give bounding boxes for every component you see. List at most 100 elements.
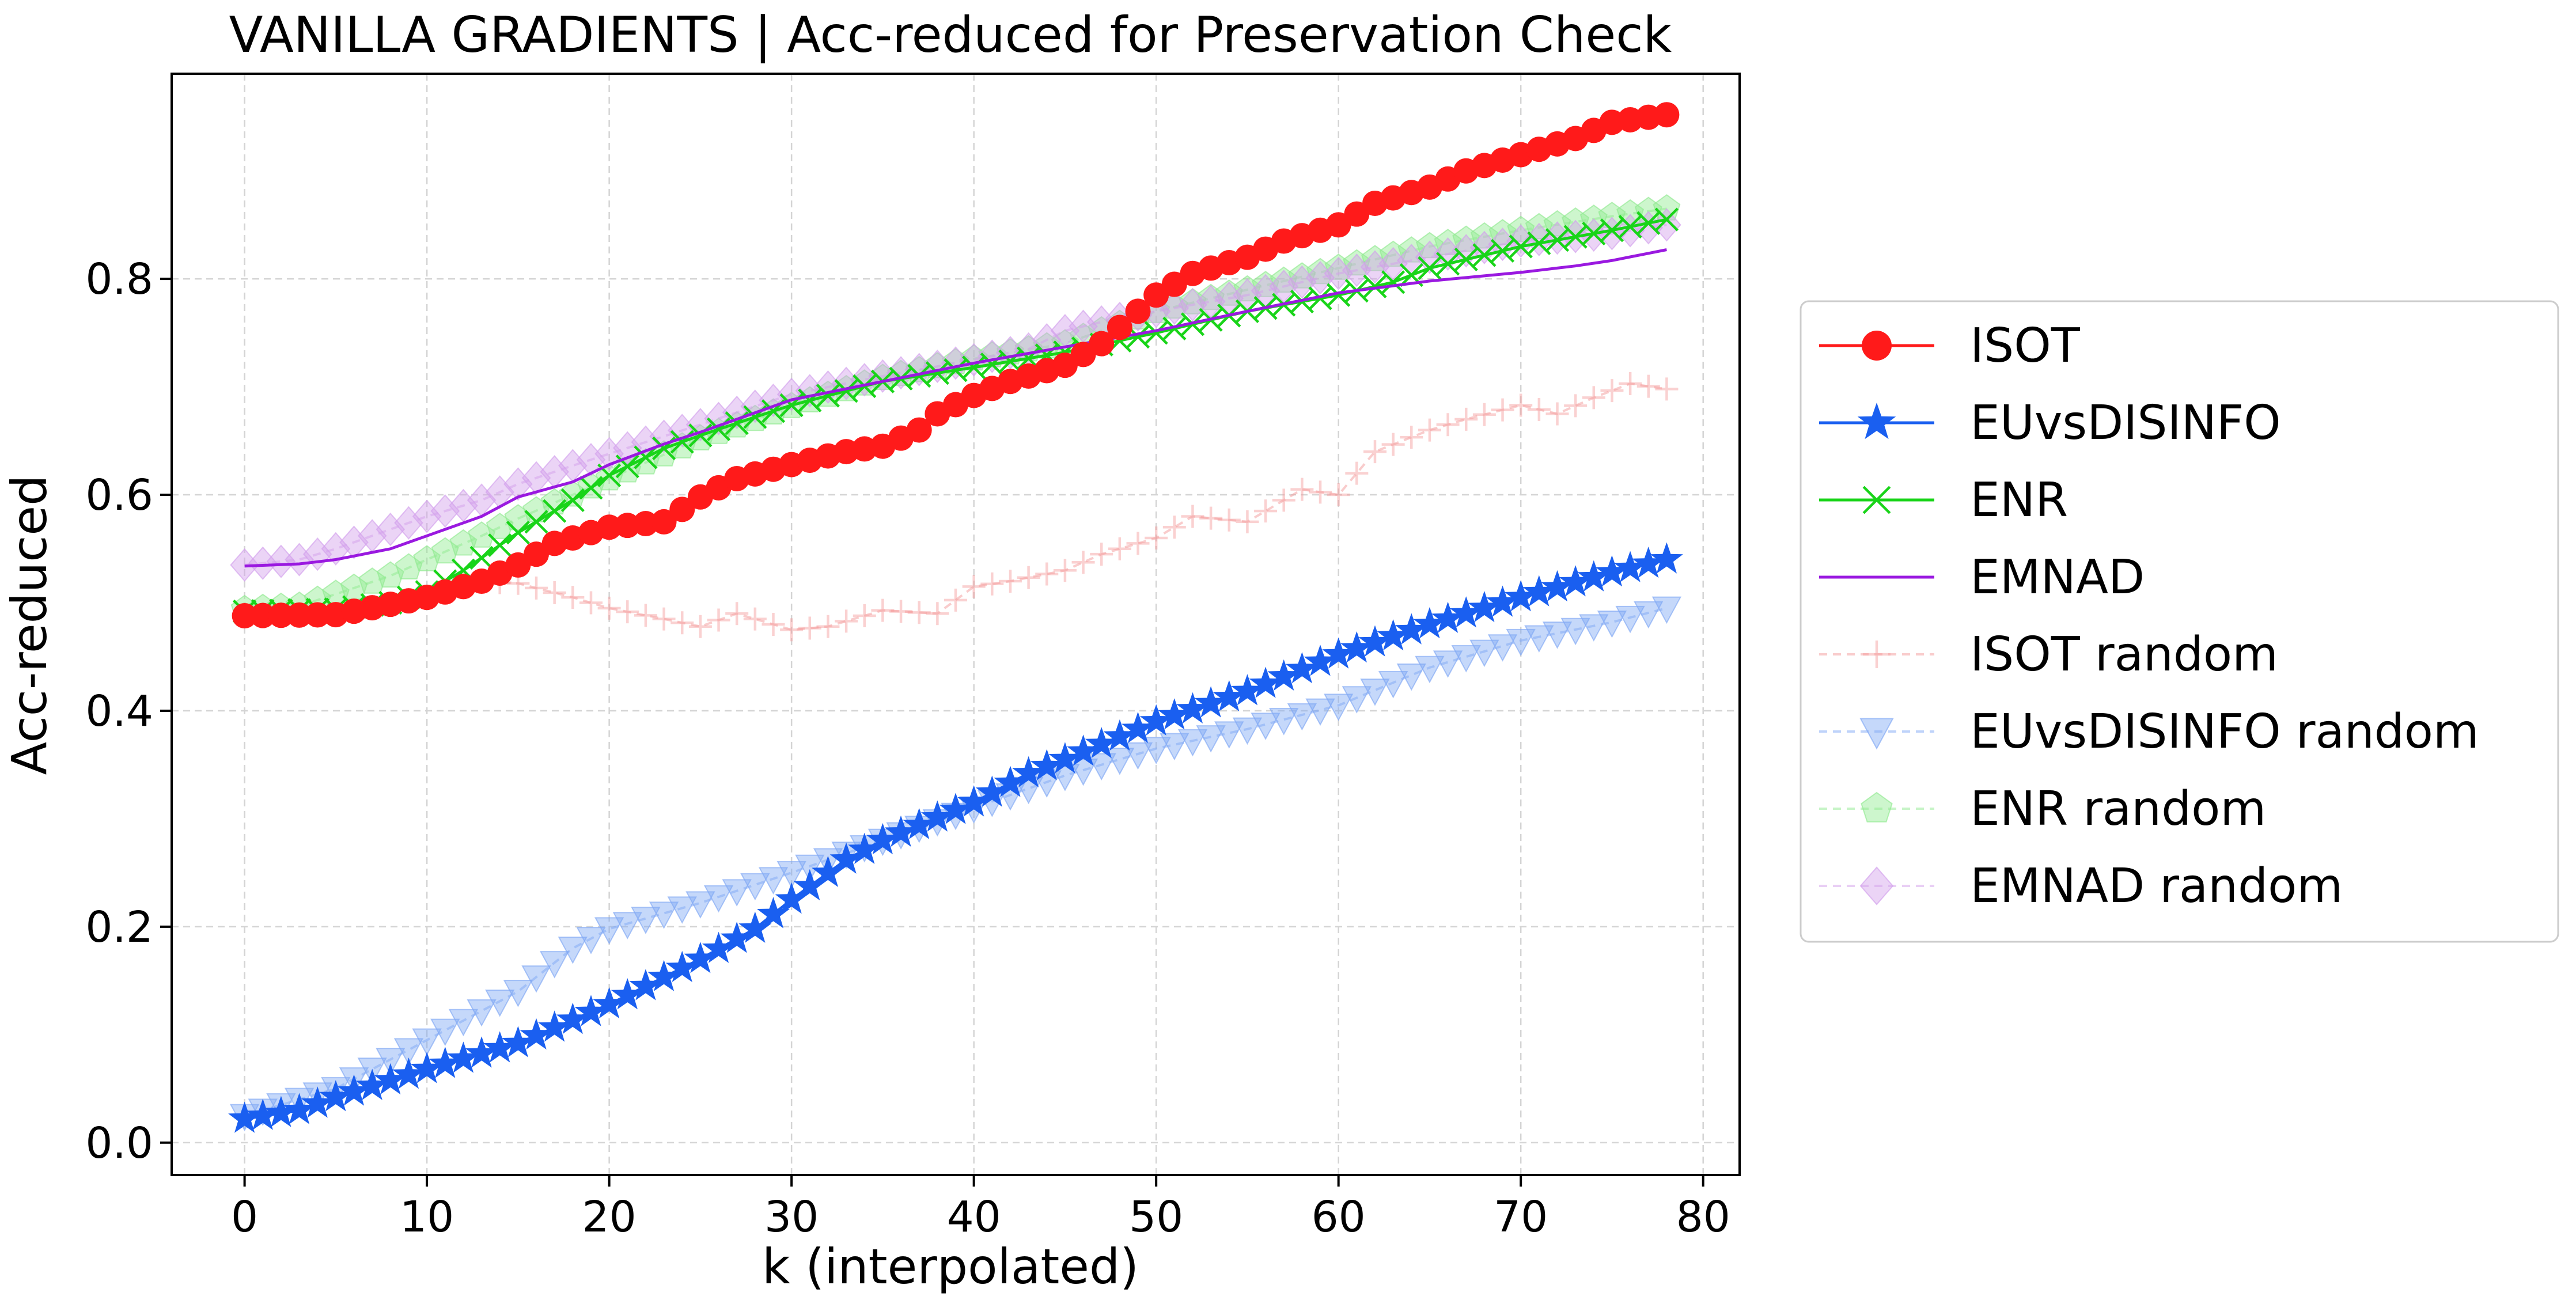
data-point — [866, 823, 899, 855]
data-point — [1654, 207, 1679, 232]
data-point — [798, 616, 821, 640]
data-point — [1122, 711, 1154, 744]
data-point — [975, 775, 1009, 807]
data-point — [758, 867, 789, 895]
data-point — [1418, 418, 1441, 442]
chart-title: VANILLA GRADIENTS | Acc-reduced for Pres… — [229, 6, 1672, 64]
data-point — [286, 602, 312, 628]
data-point — [1053, 559, 1077, 582]
data-point — [1052, 353, 1078, 378]
data-point — [725, 602, 749, 626]
data-point — [1249, 666, 1282, 698]
data-point — [521, 965, 551, 993]
data-point — [1340, 631, 1373, 663]
data-point — [283, 1093, 316, 1124]
data-point — [501, 1026, 535, 1058]
data-point — [1654, 102, 1680, 128]
data-point — [1269, 708, 1299, 736]
data-point — [268, 602, 294, 628]
data-point — [1177, 729, 1208, 757]
data-point — [1272, 488, 1295, 512]
data-point — [469, 545, 494, 570]
data-point — [1454, 407, 1478, 431]
x-tick-label: 20 — [582, 1192, 637, 1242]
data-point — [1251, 713, 1281, 740]
data-point — [1144, 321, 1168, 345]
data-point — [926, 602, 949, 626]
data-point — [1579, 614, 1609, 642]
data-point — [1619, 372, 1642, 395]
data-point — [1381, 270, 1406, 294]
data-point — [1862, 486, 1891, 514]
series-euvsdisinfo — [228, 542, 1683, 1133]
data-point — [503, 467, 533, 501]
data-point — [1030, 749, 1063, 780]
data-point — [1862, 331, 1892, 361]
data-point — [670, 611, 694, 635]
legend-item: EUvsDISINFO — [1819, 396, 2281, 450]
data-point — [1267, 659, 1301, 691]
x-tick-label: 50 — [1129, 1192, 1183, 1242]
data-point — [1342, 686, 1372, 714]
data-point — [722, 879, 752, 907]
data-point — [319, 1080, 353, 1112]
data-point — [775, 882, 808, 914]
series-line — [244, 248, 1667, 568]
data-point — [506, 521, 530, 545]
x-tick-label: 80 — [1676, 1192, 1730, 1242]
data-point — [561, 586, 585, 609]
data-point — [1469, 639, 1499, 668]
data-point — [1486, 585, 1520, 617]
data-point — [1524, 625, 1554, 653]
data-point — [1597, 611, 1627, 638]
series-layer — [228, 102, 1683, 1133]
data-point — [355, 1068, 389, 1100]
legend-item: ENR random — [1819, 782, 2266, 836]
data-point — [1126, 532, 1150, 555]
y-tick-label: 0.0 — [85, 1119, 153, 1168]
data-point — [465, 1036, 498, 1068]
data-point — [1506, 628, 1536, 657]
data-point — [1472, 403, 1496, 426]
data-point — [634, 604, 657, 627]
data-point — [957, 785, 991, 817]
data-point — [1431, 601, 1465, 633]
data-point — [448, 1009, 479, 1037]
data-point — [394, 506, 423, 540]
data-point — [871, 598, 895, 622]
data-point — [1141, 737, 1171, 764]
data-point — [1304, 645, 1337, 676]
data-point — [1636, 374, 1660, 398]
data-point — [720, 922, 753, 953]
data-point — [1527, 397, 1551, 421]
data-point — [1545, 402, 1569, 426]
data-point — [1344, 201, 1370, 227]
x-axis-label: k (interpolated) — [762, 1238, 1139, 1295]
data-point — [907, 601, 931, 624]
data-point — [503, 980, 533, 1007]
data-point — [593, 987, 626, 1019]
data-point — [647, 960, 681, 991]
data-point — [1139, 704, 1173, 736]
data-point — [1086, 753, 1116, 780]
data-point — [539, 951, 570, 979]
legend: ISOT EUvsDISINFO ENR EMNAD ISOT random EUvsDI… — [1800, 300, 2559, 943]
data-point — [376, 1048, 406, 1075]
legend-item: ISOT — [1819, 319, 2081, 373]
data-point — [558, 937, 588, 964]
data-point — [485, 990, 515, 1017]
data-point — [1071, 551, 1095, 574]
series-isot — [232, 102, 1680, 629]
data-point — [1542, 622, 1573, 649]
data-point — [1632, 547, 1665, 578]
data-point — [684, 942, 717, 973]
x-tick-label: 40 — [947, 1192, 1001, 1242]
data-point — [1196, 725, 1226, 753]
data-point — [1089, 331, 1115, 357]
data-point — [374, 1063, 407, 1095]
data-point — [1342, 253, 1372, 287]
data-point — [816, 615, 840, 638]
data-point — [1522, 575, 1556, 607]
data-point — [738, 911, 772, 943]
data-point — [1103, 719, 1137, 751]
